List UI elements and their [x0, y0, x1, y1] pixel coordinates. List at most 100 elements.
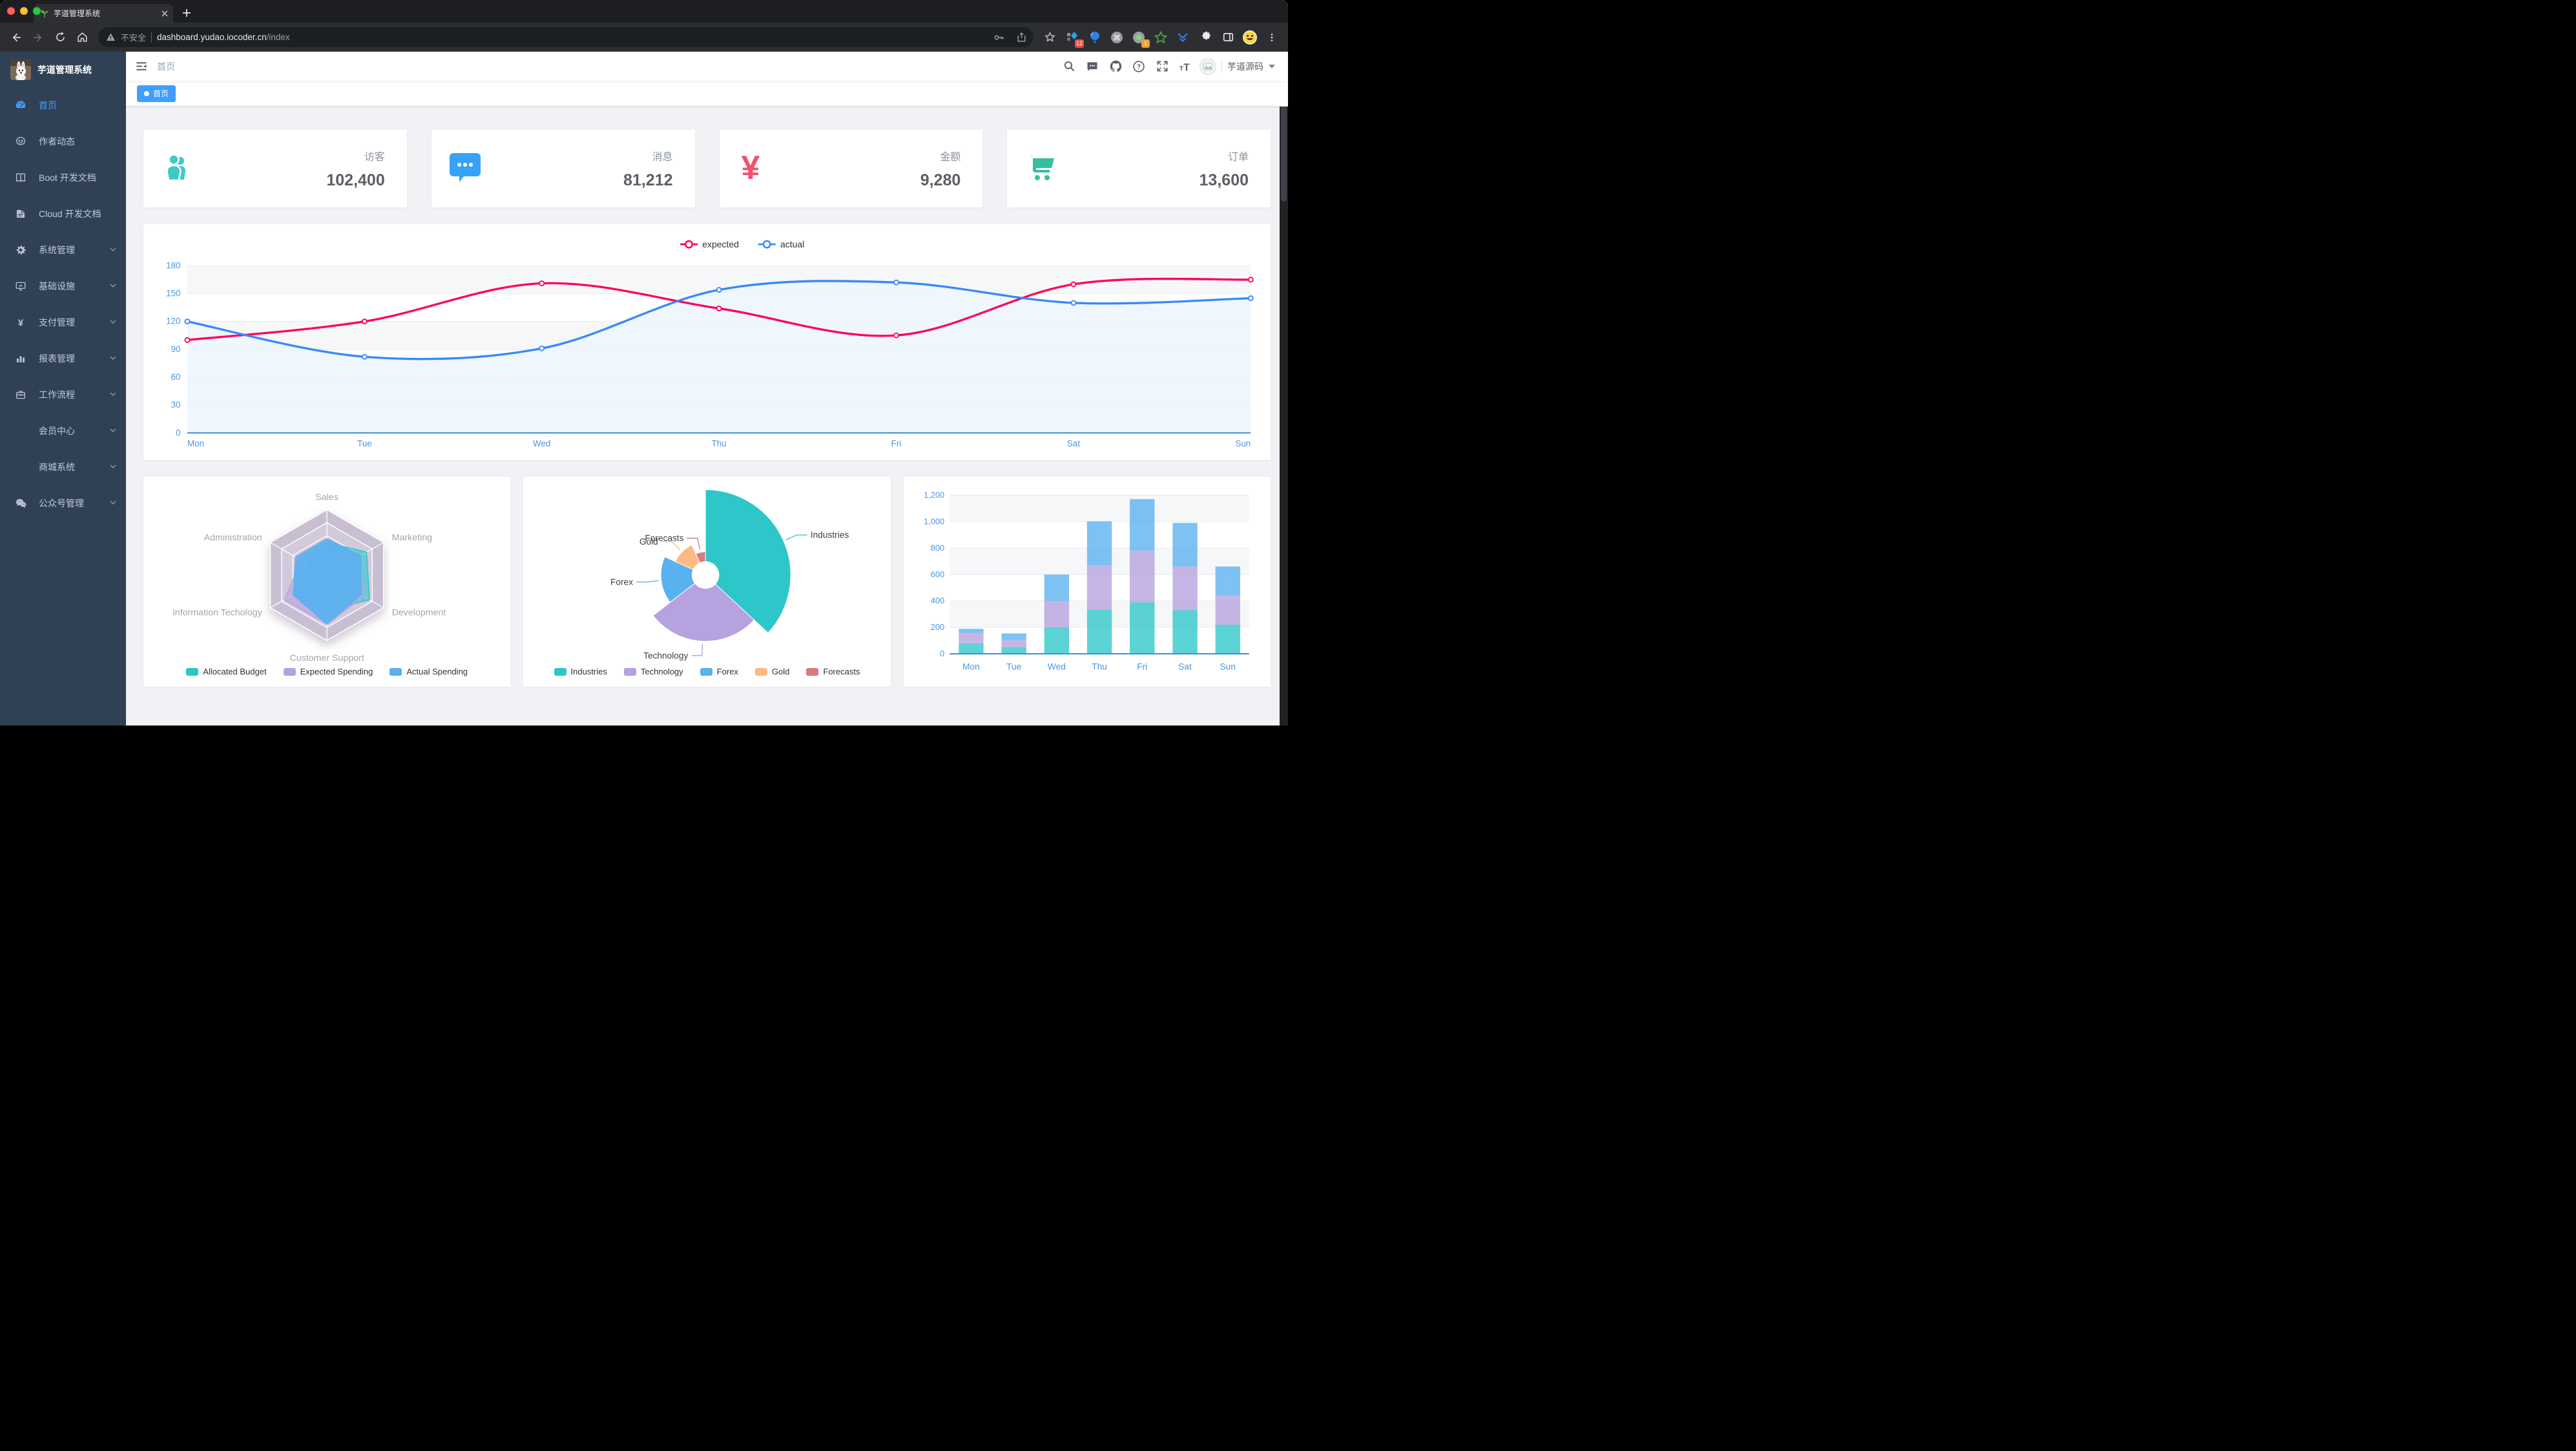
stat-card-label: 消息: [652, 151, 673, 163]
legend-item-allocated-budget[interactable]: Allocated Budget: [186, 667, 267, 676]
sidebar-item-7[interactable]: 报表管理: [0, 340, 126, 377]
sidebar-item-4[interactable]: 系统管理: [0, 232, 126, 268]
legend-item-forex[interactable]: Forex: [700, 667, 738, 676]
radar-chart[interactable]: Sales Administration Information Techology…: [150, 483, 504, 663]
bar-Fri-pageC[interactable]: [1129, 499, 1155, 551]
bar-Thu-pageA[interactable]: [1086, 609, 1112, 654]
bar-Sat-pageC[interactable]: [1172, 523, 1198, 567]
url-host[interactable]: dashboard.yudao.iocoder.cn: [157, 32, 267, 42]
legend-item-technology[interactable]: Technology: [623, 667, 683, 676]
scrollbar-thumb[interactable]: [1281, 53, 1287, 202]
stat-card-1[interactable]: 消息 81,212: [431, 130, 695, 207]
back-button[interactable]: [6, 28, 26, 47]
tab-close-icon[interactable]: [161, 10, 168, 17]
maximize-window-button[interactable]: [33, 7, 41, 15]
not-secure-warning-icon: [106, 32, 116, 42]
legend-item-forecasts[interactable]: Forecasts: [806, 667, 860, 676]
legend-item-industries[interactable]: Industries: [554, 667, 607, 676]
sidebar-item-2[interactable]: Boot 开发文档: [0, 160, 126, 196]
command-ext-icon[interactable]: ⌘: [1108, 29, 1125, 46]
sidebar-item-3[interactable]: Cloud 开发文档: [0, 196, 126, 232]
bar-Sat-pageA[interactable]: [1172, 610, 1198, 654]
profile-avatar-emoji[interactable]: [1240, 28, 1260, 47]
bookmark-star-icon[interactable]: [1040, 28, 1059, 47]
legend-item-actual-spending[interactable]: Actual Spending: [390, 667, 468, 676]
sidebar-item-9[interactable]: 会员中心: [0, 413, 126, 449]
bar-Thu-pageB[interactable]: [1086, 565, 1112, 610]
sidebar-item-6[interactable]: ¥ 支付管理: [0, 304, 126, 340]
tags-view-bar: 首页: [126, 81, 1288, 107]
legend-item-expected-spending[interactable]: Expected Spending: [283, 667, 373, 676]
header-search-icon[interactable]: [1057, 52, 1081, 81]
grid-diamond-ext-icon[interactable]: 12: [1065, 29, 1084, 48]
breadcrumb[interactable]: 首页: [157, 61, 175, 72]
vue-ext-icon[interactable]: [1174, 29, 1191, 46]
sidebar-collapse-icon[interactable]: [126, 52, 157, 81]
bar-Mon-pageA[interactable]: [958, 643, 984, 654]
bar-Sun-pageB[interactable]: [1215, 595, 1240, 625]
bar-Tue-pageA[interactable]: [1001, 647, 1026, 654]
bar-Thu-pageC[interactable]: [1086, 521, 1112, 566]
sidebar-item-10[interactable]: 商城系统: [0, 449, 126, 485]
header-help-icon[interactable]: ?: [1127, 52, 1150, 81]
reload-button[interactable]: [50, 28, 70, 47]
new-tab-button[interactable]: [179, 5, 194, 21]
bar-Mon-pageC[interactable]: [958, 629, 984, 633]
bar-Tue-pageB[interactable]: [1001, 640, 1026, 647]
stat-card-0[interactable]: 访客 102,400: [143, 130, 407, 207]
pie-slice-technology[interactable]: [652, 574, 755, 642]
stat-card-2[interactable]: ¥ 金额 9,280: [719, 130, 983, 207]
star-ext-icon[interactable]: [1152, 29, 1169, 46]
macos-traffic-lights[interactable]: [7, 7, 41, 15]
minimize-window-button[interactable]: [20, 7, 28, 15]
extensions-puzzle-icon[interactable]: [1196, 28, 1216, 47]
home-button[interactable]: [72, 28, 92, 47]
stat-card-3[interactable]: 订单 13,600: [1007, 130, 1271, 207]
sidebar-item-11[interactable]: 公众号管理: [0, 485, 126, 521]
bar-Tue-pageC[interactable]: [1001, 633, 1026, 640]
sidebar-item-8[interactable]: 工作流程: [0, 377, 126, 413]
bar-Wed-pageA[interactable]: [1044, 627, 1069, 654]
address-bar[interactable]: 不安全 dashboard.yudao.iocoder.cn/index: [98, 27, 1034, 47]
bar-Mon-pageB[interactable]: [958, 632, 984, 643]
bar-Fri-pageA[interactable]: [1129, 602, 1155, 654]
bar-Fri-pageB[interactable]: [1129, 550, 1155, 603]
user-caret-down-icon[interactable]: [1269, 64, 1275, 68]
sidebar-item-5[interactable]: 基础设施: [0, 268, 126, 304]
forward-button[interactable]: [28, 28, 48, 47]
pie-slice-forex[interactable]: [660, 556, 707, 603]
bar-Wed-pageC[interactable]: [1044, 574, 1069, 601]
close-window-button[interactable]: [7, 7, 15, 15]
bar-Sun-pageC[interactable]: [1215, 566, 1240, 596]
user-avatar[interactable]: [1197, 52, 1219, 81]
radar-series-2[interactable]: [292, 538, 362, 625]
share-icon[interactable]: [1016, 32, 1027, 43]
proxy-ext-icon[interactable]: 1: [1130, 29, 1150, 48]
tag-首页[interactable]: 首页: [137, 85, 176, 102]
side-panel-icon[interactable]: [1218, 28, 1238, 47]
page-scrollbar[interactable]: [1280, 52, 1288, 725]
url-path[interactable]: /index: [266, 32, 290, 42]
line-chart[interactable]: 0 30 60 90 120 150 180 Mon Tue Wed Thu Fri Sat Sun exp…: [150, 235, 1264, 456]
sidebar-item-0[interactable]: 首页: [0, 87, 126, 123]
security-label[interactable]: 不安全: [121, 33, 147, 43]
pie-slice-industries[interactable]: [705, 489, 791, 634]
fullscreen-icon[interactable]: [1150, 52, 1174, 81]
legend-item-gold[interactable]: Gold: [754, 667, 789, 676]
password-key-icon[interactable]: [993, 32, 1004, 43]
app-logo[interactable]: 芋道管理系统: [0, 52, 126, 87]
header-message-icon[interactable]: [1081, 52, 1104, 81]
bar-Wed-pageB[interactable]: [1044, 601, 1069, 628]
balloon-ext-icon[interactable]: [1086, 29, 1103, 46]
sidebar-item-1[interactable]: 作者动态: [0, 123, 126, 160]
browser-menu-kebab-icon[interactable]: [1262, 28, 1282, 47]
header-github-icon[interactable]: [1104, 52, 1127, 81]
username[interactable]: 芋道源码: [1227, 61, 1263, 72]
line-chart-legend[interactable]: expected actual: [680, 239, 804, 249]
bar-chart[interactable]: 0 200 400 600 800 1,000 1,200 Mon Tue Wed Thu Fri Sa…: [910, 483, 1264, 682]
browser-tab[interactable]: 芋道管理系统: [34, 4, 173, 23]
bar-Sat-pageB[interactable]: [1172, 566, 1198, 611]
bar-Sun-pageA[interactable]: [1215, 624, 1240, 654]
